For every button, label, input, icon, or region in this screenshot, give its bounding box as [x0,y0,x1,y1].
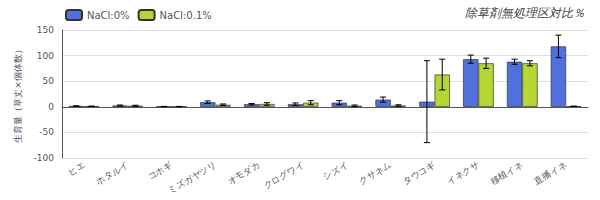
svg-text:NaCl:0%: NaCl:0% [87,10,130,21]
svg-text:除草剤無処理区対比％: 除草剤無処理区対比％ [465,6,585,20]
svg-text:移植イネ: 移植イネ [489,160,525,187]
svg-text:100: 100 [37,51,54,61]
svg-text:ミズガヤツリ: ミズガヤツリ [166,160,218,196]
svg-text:ヒエ: ヒエ [66,160,87,178]
svg-text:クログワイ: クログワイ [262,160,306,191]
svg-text:タウコギ: タウコギ [401,160,437,187]
svg-text:シズイ: シズイ [321,160,349,182]
svg-text:直播イネ: 直播イネ [532,160,568,187]
svg-text:クサネム: クサネム [357,160,393,187]
svg-text:コホギ: コホギ [146,160,174,182]
svg-text:-50: -50 [39,127,54,137]
svg-text:NaCl:0.1%: NaCl:0.1% [160,10,212,21]
svg-text:0: 0 [48,102,54,112]
svg-text:イネクサ: イネクサ [445,160,481,187]
svg-text:50: 50 [43,76,55,86]
svg-text:生育量（草丈×個体数）: 生育量（草丈×個体数） [13,45,23,143]
svg-text:-100: -100 [34,153,55,163]
svg-text:150: 150 [37,25,54,35]
svg-text:ホタルイ: ホタルイ [94,160,130,187]
svg-text:オモダカ: オモダカ [226,160,262,187]
